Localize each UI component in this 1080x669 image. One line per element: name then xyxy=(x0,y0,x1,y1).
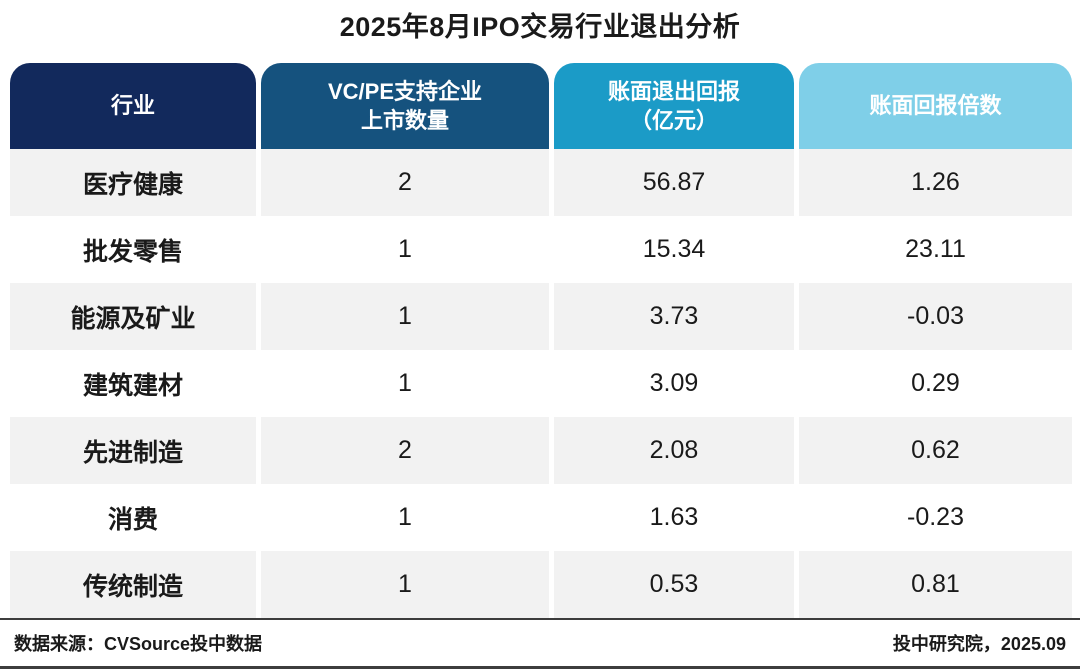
cell-return-multiple: 1.26 xyxy=(799,149,1072,216)
cell-book-exit-return: 3.09 xyxy=(554,350,794,417)
header-cell-book-exit-return: 账面退出回报 （亿元） xyxy=(554,63,794,149)
cell-industry: 医疗健康 xyxy=(10,149,256,216)
cell-return-multiple: 23.11 xyxy=(799,216,1072,283)
table-header-row: 行业 VC/PE支持企业 上市数量 账面退出回报 （亿元） 账面回报倍数 xyxy=(10,63,1072,149)
cell-listed-count: 1 xyxy=(261,283,549,350)
cell-return-multiple: 0.62 xyxy=(799,417,1072,484)
cell-listed-count: 1 xyxy=(261,216,549,283)
footer: 数据来源：CVSource投中数据 投中研究院，2025.09 xyxy=(0,620,1080,666)
cell-return-multiple: -0.23 xyxy=(799,484,1072,551)
data-source-label: 数据来源：CVSource投中数据 xyxy=(14,634,263,654)
cell-industry: 批发零售 xyxy=(10,216,256,283)
footer-bottom-rule xyxy=(0,666,1080,669)
cell-book-exit-return: 2.08 xyxy=(554,417,794,484)
table-row: 批发零售 1 15.34 23.11 xyxy=(10,216,1072,283)
data-table: 行业 VC/PE支持企业 上市数量 账面退出回报 （亿元） 账面回报倍数 医疗健… xyxy=(10,63,1072,618)
cell-industry: 先进制造 xyxy=(10,417,256,484)
cell-industry: 建筑建材 xyxy=(10,350,256,417)
cell-return-multiple: 0.81 xyxy=(799,551,1072,618)
table-row: 传统制造 1 0.53 0.81 xyxy=(10,551,1072,618)
cell-book-exit-return: 56.87 xyxy=(554,149,794,216)
cell-book-exit-return: 1.63 xyxy=(554,484,794,551)
cell-return-multiple: 0.29 xyxy=(799,350,1072,417)
header-cell-industry: 行业 xyxy=(10,63,256,149)
table-row: 建筑建材 1 3.09 0.29 xyxy=(10,350,1072,417)
cell-book-exit-return: 3.73 xyxy=(554,283,794,350)
cell-industry: 消费 xyxy=(10,484,256,551)
cell-listed-count: 2 xyxy=(261,149,549,216)
header-cell-return-multiple: 账面回报倍数 xyxy=(799,63,1072,149)
cell-industry: 能源及矿业 xyxy=(10,283,256,350)
table-row: 先进制造 2 2.08 0.62 xyxy=(10,417,1072,484)
publisher-date-label: 投中研究院，2025.09 xyxy=(892,634,1066,654)
cell-listed-count: 2 xyxy=(261,417,549,484)
page-title: 2025年8月IPO交易行业退出分析 xyxy=(339,12,741,42)
cell-book-exit-return: 0.53 xyxy=(554,551,794,618)
cell-listed-count: 1 xyxy=(261,484,549,551)
cell-return-multiple: -0.03 xyxy=(799,283,1072,350)
header-cell-listed-count: VC/PE支持企业 上市数量 xyxy=(261,63,549,149)
table-row: 能源及矿业 1 3.73 -0.03 xyxy=(10,283,1072,350)
cell-industry: 传统制造 xyxy=(10,551,256,618)
table-row: 医疗健康 2 56.87 1.26 xyxy=(10,149,1072,216)
footer-top-rule xyxy=(0,618,1080,620)
cell-listed-count: 1 xyxy=(261,551,549,618)
table-row: 消费 1 1.63 -0.23 xyxy=(10,484,1072,551)
cell-listed-count: 1 xyxy=(261,350,549,417)
cell-book-exit-return: 15.34 xyxy=(554,216,794,283)
